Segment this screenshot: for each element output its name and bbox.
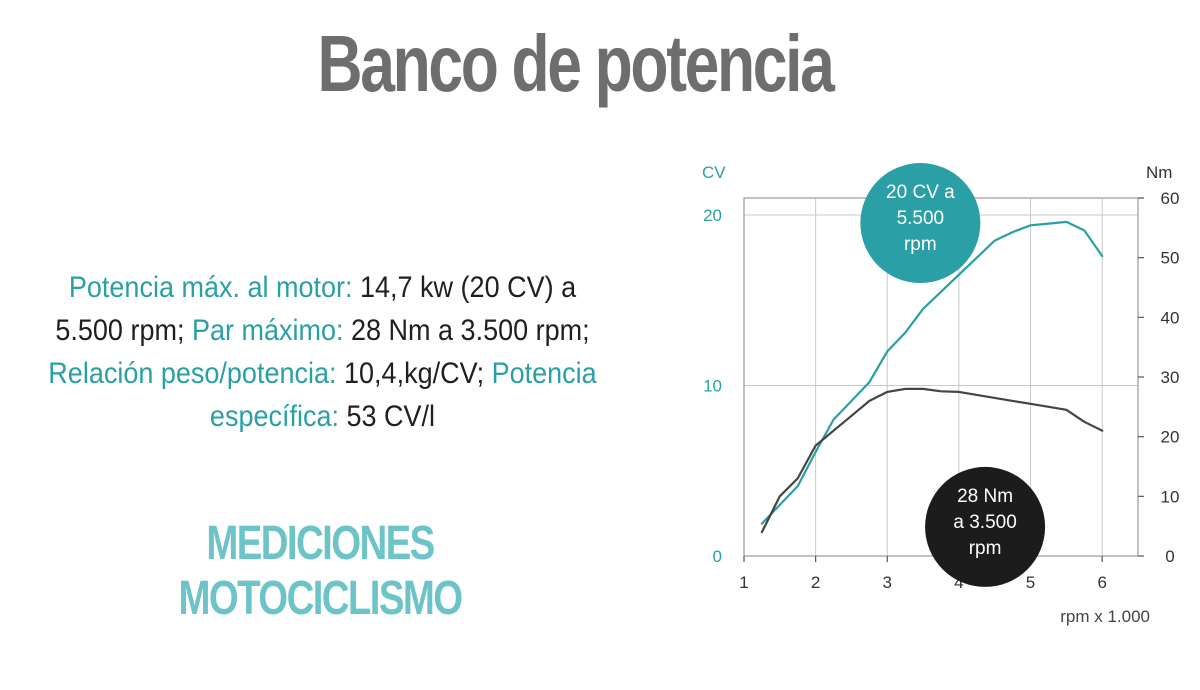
chart-series: [760, 220, 1104, 534]
y-right-tick-label: 30: [1161, 368, 1180, 387]
x-tick-label: 5: [1026, 573, 1035, 592]
spec-value-specific-power: 53 CV/l: [346, 400, 436, 433]
spec-value-weight-power: 10,4,kg/CV;: [344, 357, 492, 390]
brand-label: MEDICIONES MOTOCICLISMO: [178, 517, 463, 625]
chart-annotations: 20 CV a 5.500 rpm 28 Nm a 3.500 rpm: [860, 163, 1046, 587]
y-left-tick-label: 0: [713, 547, 722, 566]
y-right-tick-label: 60: [1161, 189, 1180, 208]
spec-label-max-torque: Par máximo:: [191, 314, 352, 347]
torque-curve: [760, 387, 1104, 534]
y-right-tick-label: 40: [1161, 308, 1180, 327]
badge-text-line: 5.500: [897, 208, 945, 229]
power-peak-badge: 20 CV a 5.500 rpm: [860, 163, 981, 284]
badge-text-line: rpm: [969, 538, 1002, 559]
spec-label-specific-power: Potencia específica:: [209, 357, 597, 433]
badge-text-line: 20 CV a: [886, 182, 955, 203]
y-right-tick-label: 20: [1161, 428, 1180, 447]
badge-text-line: a 3.500: [953, 512, 1016, 533]
y-right-tick-label: 0: [1165, 547, 1174, 566]
y-left-tick-label: 10: [703, 377, 722, 396]
spec-label-weight-power: Relación peso/potencia:: [48, 357, 345, 390]
x-tick-label: 1: [739, 573, 748, 592]
x-tick-label: 3: [883, 573, 892, 592]
y-left-axis-label: CV: [702, 163, 726, 182]
x-tick-label: 6: [1097, 573, 1106, 592]
spec-value-max-torque: 28 Nm a 3.500 rpm;: [351, 314, 590, 347]
page-title: Banco de potencia: [317, 19, 835, 108]
specs-paragraph: Potencia máx. al motor: 14,7 kw (20 CV) …: [32, 266, 613, 438]
spec-value-max-power: 14,7 kw (20 CV) a 5.500 rpm;: [55, 271, 577, 347]
y-right-tick-label: 10: [1161, 487, 1180, 506]
badge-text-line: rpm: [904, 234, 937, 255]
y-right-axis-label: Nm: [1146, 163, 1172, 182]
badge-circle: [860, 163, 981, 284]
badge-circle: [925, 466, 1046, 587]
x-axis-label: rpm x 1.000: [1060, 607, 1150, 626]
power-curve: [760, 220, 1104, 525]
y-right-tick-label: 50: [1161, 249, 1180, 268]
y-left-tick-label: 20: [703, 206, 722, 225]
badge-text-line: 28 Nm: [957, 486, 1013, 507]
spec-label-max-power: Potencia máx. al motor:: [68, 271, 361, 304]
x-tick-label: 2: [811, 573, 820, 592]
x-tick-label: 4: [954, 573, 963, 592]
torque-peak-badge: 28 Nm a 3.500 rpm: [925, 466, 1046, 587]
